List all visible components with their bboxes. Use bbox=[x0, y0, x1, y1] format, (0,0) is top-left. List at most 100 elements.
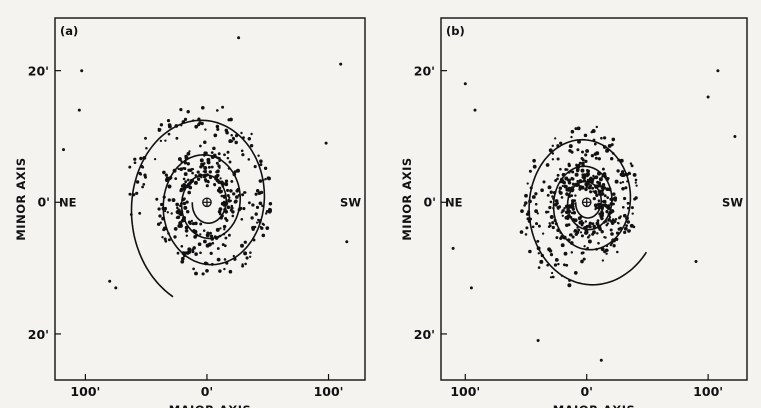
data-point bbox=[183, 172, 188, 177]
data-point bbox=[548, 205, 552, 210]
data-point bbox=[228, 160, 232, 164]
data-point bbox=[163, 206, 168, 211]
data-point bbox=[224, 128, 229, 133]
data-point bbox=[210, 262, 214, 266]
data-point bbox=[259, 190, 264, 195]
data-point bbox=[633, 197, 637, 201]
data-point bbox=[577, 228, 581, 232]
data-point bbox=[193, 235, 197, 239]
data-point bbox=[585, 149, 590, 153]
data-point bbox=[219, 189, 223, 194]
data-point bbox=[140, 164, 144, 169]
data-point bbox=[199, 251, 202, 255]
data-point bbox=[145, 147, 148, 150]
data-point bbox=[585, 185, 589, 188]
data-point bbox=[218, 159, 221, 162]
data-point bbox=[563, 184, 568, 189]
data-point bbox=[180, 210, 184, 214]
data-point bbox=[234, 140, 238, 145]
data-point bbox=[562, 263, 566, 267]
data-point bbox=[536, 212, 539, 215]
data-point bbox=[523, 204, 526, 207]
data-point bbox=[167, 184, 172, 189]
data-point bbox=[586, 246, 589, 250]
data-point bbox=[142, 183, 146, 186]
data-point bbox=[556, 157, 560, 161]
data-point bbox=[339, 62, 343, 66]
data-point bbox=[224, 179, 229, 183]
data-point bbox=[249, 251, 252, 254]
data-point bbox=[192, 246, 196, 250]
data-point bbox=[626, 220, 631, 224]
data-point bbox=[192, 267, 195, 271]
data-point bbox=[160, 202, 164, 207]
data-point bbox=[233, 257, 237, 261]
data-point bbox=[186, 151, 191, 156]
data-point bbox=[567, 171, 571, 174]
data-point bbox=[265, 209, 269, 213]
data-point bbox=[534, 209, 538, 213]
data-point bbox=[224, 236, 228, 240]
data-point bbox=[185, 200, 189, 204]
panel-label: (b) bbox=[446, 24, 465, 38]
data-point bbox=[549, 276, 553, 279]
data-point bbox=[563, 251, 568, 256]
data-point bbox=[559, 167, 562, 171]
data-point bbox=[570, 135, 573, 139]
data-point bbox=[567, 223, 571, 227]
panel-label: (a) bbox=[60, 24, 78, 38]
data-point bbox=[613, 198, 617, 202]
data-point bbox=[553, 218, 557, 222]
data-point bbox=[214, 174, 217, 178]
data-point bbox=[552, 197, 555, 200]
data-point bbox=[247, 158, 251, 161]
data-point bbox=[605, 148, 610, 153]
data-point bbox=[187, 220, 192, 225]
data-point bbox=[183, 205, 188, 210]
data-point bbox=[205, 243, 210, 248]
data-point bbox=[216, 257, 221, 262]
data-point bbox=[628, 229, 631, 232]
data-point bbox=[181, 260, 185, 263]
data-point bbox=[590, 179, 594, 184]
data-point bbox=[230, 133, 233, 137]
data-point bbox=[180, 184, 185, 188]
data-point bbox=[617, 158, 621, 162]
data-point bbox=[167, 238, 171, 242]
data-point bbox=[574, 172, 579, 177]
data-point bbox=[210, 151, 214, 154]
data-point bbox=[551, 225, 555, 230]
data-point bbox=[216, 188, 221, 193]
data-point bbox=[623, 196, 627, 201]
data-point bbox=[185, 209, 190, 214]
data-point bbox=[206, 157, 211, 162]
data-point bbox=[581, 175, 585, 179]
data-point bbox=[182, 215, 187, 220]
data-point bbox=[175, 202, 180, 207]
data-point bbox=[247, 137, 252, 141]
data-point bbox=[611, 152, 615, 155]
data-point bbox=[585, 172, 590, 176]
data-point bbox=[575, 165, 579, 168]
data-point bbox=[531, 195, 536, 199]
data-point bbox=[208, 170, 212, 174]
data-point bbox=[528, 249, 532, 254]
data-point bbox=[569, 169, 573, 173]
data-point bbox=[187, 190, 191, 195]
y-axis-title: MINOR AXIS bbox=[14, 157, 28, 240]
data-point bbox=[602, 199, 607, 204]
data-point bbox=[549, 215, 554, 219]
data-point bbox=[194, 174, 198, 177]
data-point bbox=[161, 216, 165, 221]
data-point bbox=[228, 269, 233, 274]
data-point bbox=[159, 221, 162, 224]
data-point bbox=[135, 191, 139, 195]
data-point bbox=[133, 161, 137, 165]
data-point bbox=[528, 199, 532, 204]
data-point bbox=[622, 213, 627, 218]
data-point bbox=[262, 179, 265, 182]
data-point bbox=[244, 262, 247, 266]
data-point bbox=[577, 216, 582, 221]
data-point bbox=[556, 228, 560, 233]
data-point bbox=[571, 177, 575, 181]
